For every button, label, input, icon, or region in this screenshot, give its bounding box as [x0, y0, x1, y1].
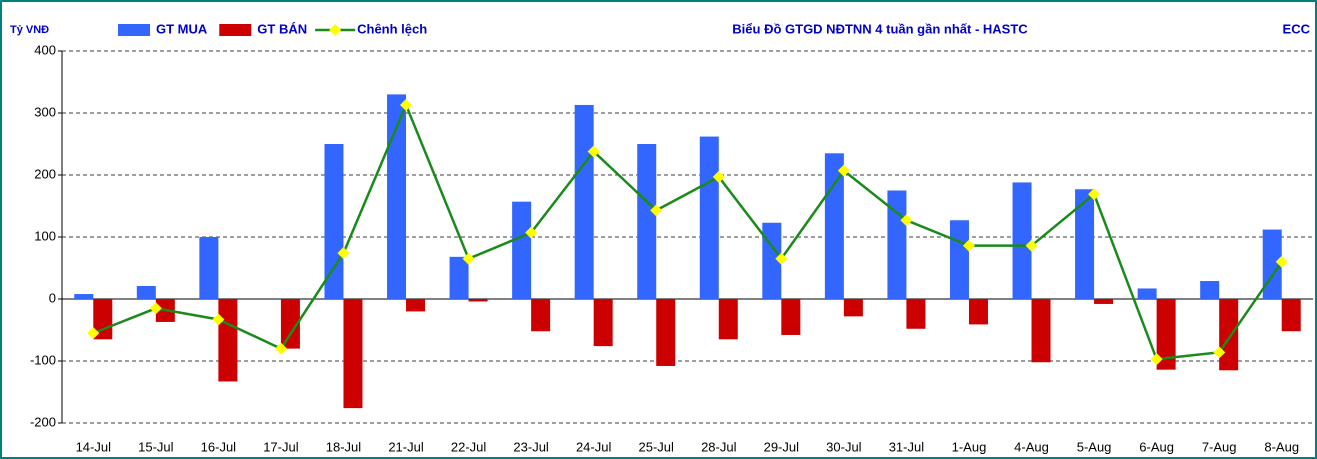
bar: [968, 299, 988, 325]
x-tick-label: 15-Jul: [138, 439, 174, 454]
bar: [718, 299, 738, 340]
bar: [574, 104, 594, 299]
x-tick-label: 29-Jul: [764, 439, 800, 454]
legend-label: GT BÁN: [257, 21, 307, 36]
bar: [593, 299, 613, 347]
marker: [149, 302, 162, 315]
marker: [525, 226, 538, 239]
bar: [1012, 182, 1032, 299]
marker: [900, 214, 913, 227]
x-tick-label: 14-Jul: [76, 439, 112, 454]
bar: [656, 299, 676, 366]
marker: [837, 164, 850, 177]
bar: [906, 299, 926, 329]
bar: [1281, 299, 1301, 332]
bar: [343, 299, 363, 409]
bar: [468, 299, 488, 302]
x-tick-label: 1-Aug: [952, 439, 987, 454]
x-tick-label: 25-Jul: [639, 439, 675, 454]
bar: [1219, 299, 1239, 371]
x-tick-label: 4-Aug: [1014, 439, 1049, 454]
legend-label: GT MUA: [156, 21, 208, 36]
x-tick-label: 6-Aug: [1139, 439, 1174, 454]
x-tick-label: 24-Jul: [576, 439, 612, 454]
chart-title: Biểu Đồ GTGD NĐTNN 4 tuần gần nhất - HAS…: [732, 21, 1028, 36]
x-tick-label: 18-Jul: [326, 439, 362, 454]
x-tick-label: 22-Jul: [451, 439, 487, 454]
legend-label: Chênh lệch: [357, 21, 427, 36]
bar: [199, 237, 219, 299]
x-tick-label: 23-Jul: [513, 439, 549, 454]
y-tick-label: 0: [49, 290, 56, 305]
marker: [87, 327, 100, 340]
x-tick-label: 30-Jul: [826, 439, 862, 454]
marker: [587, 145, 600, 158]
bar: [1156, 299, 1176, 370]
x-tick-label: 5-Aug: [1077, 439, 1112, 454]
bar: [387, 94, 407, 300]
bar: [406, 299, 426, 312]
bar: [699, 136, 719, 299]
y-tick-label: 400: [34, 42, 56, 57]
y-tick-label: 300: [34, 104, 56, 119]
x-tick-label: 21-Jul: [388, 439, 424, 454]
bar: [512, 201, 532, 299]
y-tick-label: 200: [34, 166, 56, 181]
bar: [1094, 299, 1114, 304]
source: ECC: [1283, 21, 1311, 36]
marker: [962, 239, 975, 252]
x-tick-label: 17-Jul: [263, 439, 299, 454]
marker: [712, 170, 725, 183]
marker: [274, 342, 287, 355]
bar: [280, 299, 300, 349]
x-tick-label: 16-Jul: [201, 439, 237, 454]
bar: [843, 299, 863, 317]
bar: [218, 299, 238, 382]
marker: [212, 313, 225, 326]
bar: [1031, 299, 1051, 363]
bar: [781, 299, 801, 335]
bar: [74, 294, 94, 299]
legend-swatch: [219, 24, 252, 36]
marker: [462, 252, 475, 265]
y-tick-label: -200: [30, 414, 56, 429]
bar: [136, 285, 156, 299]
marker: [400, 98, 413, 111]
x-tick-label: 7-Aug: [1202, 439, 1237, 454]
marker: [1150, 353, 1163, 366]
line: [92, 101, 1283, 361]
bar: [1200, 281, 1220, 299]
y-axis-label: Tỷ VNĐ: [10, 24, 49, 36]
y-tick-label: 100: [34, 228, 56, 243]
x-tick-label: 31-Jul: [889, 439, 925, 454]
x-tick-label: 28-Jul: [701, 439, 737, 454]
bar: [93, 299, 113, 340]
bar: [1075, 189, 1095, 299]
y-tick-label: -100: [30, 352, 56, 367]
marker: [1213, 346, 1226, 359]
bar: [531, 299, 551, 332]
legend-marker: [329, 24, 342, 36]
marker: [650, 204, 663, 217]
bar: [949, 220, 969, 299]
bar: [637, 144, 657, 299]
legend-swatch: [118, 24, 150, 36]
bar: [1137, 288, 1157, 299]
marker: [1275, 255, 1288, 268]
bar: [449, 256, 469, 299]
marker: [337, 247, 350, 260]
marker: [775, 252, 788, 265]
marker: [1025, 239, 1038, 252]
x-tick-label: 8-Aug: [1264, 439, 1299, 454]
marker: [1088, 188, 1101, 201]
